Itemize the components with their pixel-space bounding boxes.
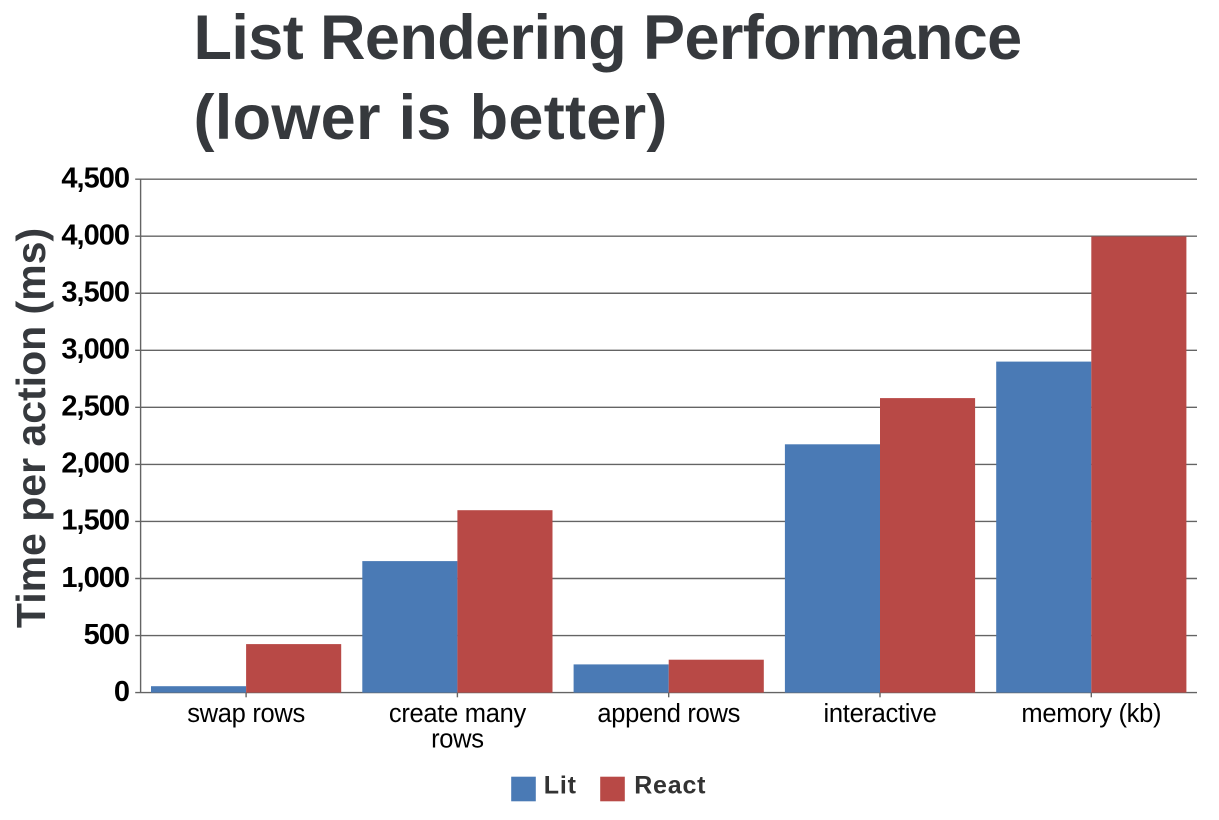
svg-text:List Rendering Performance: List Rendering Performance (194, 3, 1022, 73)
svg-text:1,500: 1,500 (61, 505, 129, 537)
svg-text:Lit: Lit (544, 772, 577, 800)
svg-text:4,000: 4,000 (61, 220, 129, 252)
svg-text:3,500: 3,500 (61, 277, 129, 309)
svg-text:1,000: 1,000 (61, 562, 129, 594)
svg-text:React: React (634, 772, 706, 800)
svg-text:500: 500 (84, 619, 129, 651)
svg-text:rows: rows (431, 726, 484, 754)
svg-text:2,000: 2,000 (61, 448, 129, 480)
svg-text:Time per action (ms): Time per action (ms) (8, 228, 54, 628)
svg-text:create many: create many (389, 700, 527, 728)
svg-text:0: 0 (114, 676, 129, 708)
svg-text:4,500: 4,500 (61, 162, 129, 194)
svg-text:append rows: append rows (597, 700, 740, 728)
svg-text:interactive: interactive (824, 700, 937, 728)
svg-text:2,500: 2,500 (61, 391, 129, 423)
svg-text:swap rows: swap rows (187, 700, 305, 728)
svg-text:(lower is better): (lower is better) (194, 83, 668, 153)
svg-text:3,000: 3,000 (61, 334, 129, 366)
svg-text:memory (kb): memory (kb) (1021, 700, 1161, 728)
